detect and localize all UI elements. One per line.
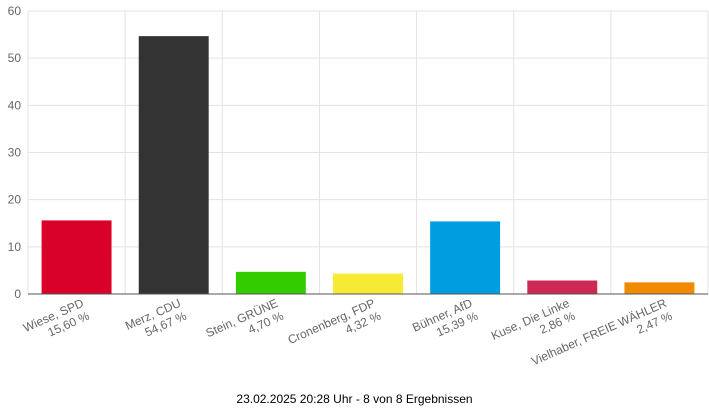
bar-kuse-die-linke (527, 280, 598, 294)
y-tick-label: 40 (8, 98, 22, 112)
bar-cronenberg-fdp (333, 273, 403, 294)
bar-vielhaber-freie-wähler (624, 282, 695, 294)
y-tick-label: 50 (8, 51, 22, 65)
y-axis-ticks: 0 10 20 30 40 50 60 (8, 4, 22, 301)
bar-merz-cdu (138, 36, 209, 294)
y-tick-label: 10 (8, 240, 22, 254)
y-tick-label: 0 (14, 287, 21, 301)
y-tick-label: 60 (8, 4, 22, 18)
grid (27, 10, 709, 295)
bar-bühner-afd (430, 221, 501, 294)
bar-stein-grüne (235, 271, 306, 294)
bar-wiese-spd (41, 220, 112, 294)
y-tick-label: 30 (8, 146, 22, 160)
bars (41, 36, 695, 294)
y-tick-label: 20 (8, 193, 22, 207)
results-status-text: 23.02.2025 20:28 Uhr - 8 von 8 Ergebniss… (236, 392, 473, 406)
